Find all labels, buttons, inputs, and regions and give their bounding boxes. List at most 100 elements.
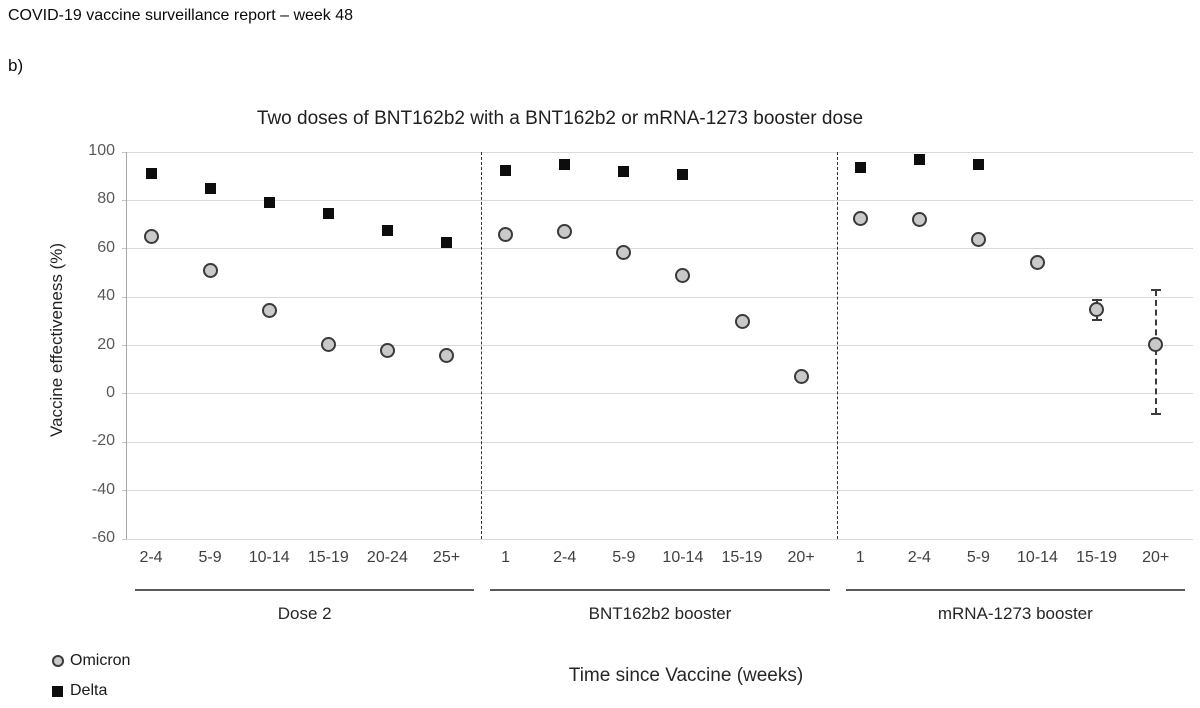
x-tick-label: 20+ <box>787 549 815 566</box>
omicron-point <box>143 229 159 245</box>
y-tick-label: 0 <box>106 383 115 401</box>
omicron-point <box>1030 254 1045 270</box>
group-separator-line-1 <box>481 152 483 539</box>
y-tick-label: 100 <box>88 142 115 159</box>
x-tick-label: 1 <box>501 549 511 566</box>
x-tick-label: 5-9 <box>966 549 990 566</box>
delta-square-icon <box>52 685 63 697</box>
y-tick-label: 40 <box>97 287 115 305</box>
omicron-point <box>852 211 868 227</box>
group-underline <box>490 589 830 591</box>
omicron-point <box>202 263 218 279</box>
omicron-point <box>1148 336 1164 352</box>
error-bar-cap-bottom <box>1150 413 1161 416</box>
y-tick-label: -60 <box>91 529 115 546</box>
x-tick-label: 5-9 <box>612 549 636 566</box>
y-tick-label: -20 <box>91 432 115 450</box>
group-separator-line-2 <box>836 152 838 539</box>
delta-point <box>204 182 216 194</box>
legend: Omicron Delta <box>52 651 130 708</box>
omicron-point <box>675 267 691 283</box>
omicron-point <box>379 342 395 358</box>
delta-point <box>618 165 630 177</box>
y-tick-label: 20 <box>97 335 115 353</box>
legend-item-delta: Delta <box>52 681 130 701</box>
error-bar-line <box>1154 289 1157 415</box>
omicron-point <box>1089 301 1105 317</box>
delta-point <box>972 158 984 170</box>
omicron-point <box>498 226 514 242</box>
delta-point <box>322 208 334 220</box>
delta-point <box>500 164 512 176</box>
gridline <box>127 199 1193 201</box>
y-tick-mark <box>122 199 127 201</box>
delta-point <box>854 162 866 174</box>
legend-item-omicron: Omicron <box>52 651 130 671</box>
x-tick-label: 2-4 <box>139 549 163 566</box>
y-tick-mark <box>122 393 127 395</box>
delta-point <box>263 197 275 209</box>
x-tick-label: 20-24 <box>366 549 408 566</box>
group-label: mRNA-1273 booster <box>937 604 1093 623</box>
x-tick-label: 10-14 <box>1017 549 1058 566</box>
legend-label-omicron: Omicron <box>70 652 131 669</box>
x-tick-label: 20+ <box>1142 549 1170 566</box>
y-axis-line <box>126 152 127 539</box>
omicron-point <box>911 212 927 228</box>
x-axis-title: Time since Vaccine (weeks) <box>568 665 804 686</box>
error-bar-cap-top <box>1150 288 1161 291</box>
omicron-point <box>970 231 986 247</box>
group-underline <box>845 589 1185 591</box>
y-tick-label: 80 <box>97 190 115 208</box>
group-label: BNT162b2 booster <box>588 604 732 623</box>
x-tick-label: 10-14 <box>248 549 290 566</box>
delta-point <box>441 237 452 249</box>
gridline <box>127 296 1193 298</box>
chart-title: Two doses of BNT162b2 with a BNT162b2 or… <box>256 108 864 129</box>
x-tick-label: 5-9 <box>198 549 222 566</box>
y-tick-mark <box>122 345 127 346</box>
y-tick-mark <box>122 490 127 492</box>
error-bar-cap-bottom <box>1091 319 1102 322</box>
y-tick-label: 60 <box>97 238 115 256</box>
delta-point <box>677 169 689 181</box>
x-tick-label: 15-19 <box>1076 549 1118 566</box>
gridline <box>127 151 1193 153</box>
report-header: COVID-19 vaccine surveillance report – w… <box>8 7 354 24</box>
gridline <box>127 538 1193 540</box>
gridline <box>127 248 1193 250</box>
y-tick-mark <box>122 151 127 153</box>
x-tick-label: 15-19 <box>721 549 763 566</box>
legend-label-delta: Delta <box>70 682 108 699</box>
x-tick-label: 2-4 <box>907 549 931 566</box>
y-tick-mark <box>122 538 127 540</box>
omicron-point <box>261 302 277 318</box>
delta-point <box>913 153 925 165</box>
omicron-point <box>557 224 573 240</box>
x-tick-label: 1 <box>855 549 865 566</box>
delta-point <box>145 168 157 180</box>
gridline <box>127 393 1193 395</box>
panel-label: b) <box>8 56 24 75</box>
x-tick-label: 10-14 <box>662 549 704 566</box>
y-tick-mark <box>122 441 127 443</box>
y-tick-label: -40 <box>91 480 115 498</box>
y-tick-mark <box>122 248 127 250</box>
x-tick-label: 15-19 <box>307 549 349 566</box>
gridline <box>127 441 1193 443</box>
error-bar-cap-top <box>1091 298 1102 301</box>
delta-point <box>559 158 571 170</box>
y-tick-mark <box>122 296 127 298</box>
omicron-point <box>793 369 809 385</box>
omicron-point <box>320 336 336 352</box>
omicron-point <box>734 313 750 329</box>
group-underline <box>135 589 475 591</box>
x-tick-label: 25+ <box>432 549 461 566</box>
omicron-point <box>616 244 632 260</box>
omicron-circle-icon <box>52 655 64 667</box>
delta-point <box>381 225 393 237</box>
x-tick-label: 2-4 <box>553 549 577 566</box>
group-label: Dose 2 <box>277 604 332 623</box>
